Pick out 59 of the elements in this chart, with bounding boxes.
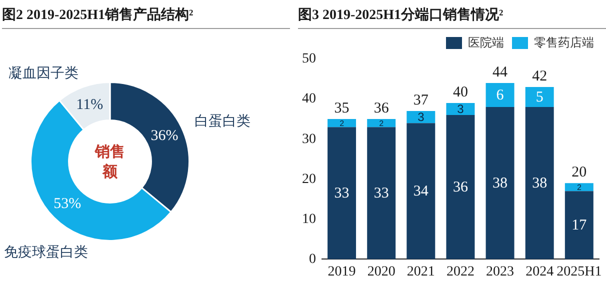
bar (486, 83, 514, 108)
bar (525, 107, 554, 260)
bar (328, 127, 356, 260)
data-label: 38 (492, 176, 508, 192)
y-tick-label: 30 (302, 132, 316, 147)
data-label: 17 (572, 218, 588, 234)
data-label: 11% (76, 96, 104, 113)
x-tick-label: 2023 (486, 264, 514, 280)
bar (367, 119, 396, 128)
total-label: 20 (572, 164, 587, 181)
data-label: 2 (379, 118, 384, 128)
bar (328, 119, 356, 128)
y-tick-label: 10 (302, 212, 316, 227)
bar (406, 123, 436, 260)
total-label: 36 (374, 100, 390, 116)
data-label: 33 (334, 186, 350, 202)
x-tick-label: 2024 (526, 264, 554, 280)
bar (446, 103, 475, 116)
total-label: 40 (452, 84, 468, 100)
bar (564, 183, 594, 192)
bar (446, 115, 475, 260)
data-label: 36% (150, 128, 178, 144)
y-tick-label: 0 (309, 252, 316, 267)
slice-label: 凝血因子类 (8, 65, 78, 82)
x-tick-label: 2021 (406, 264, 435, 280)
total-label: 37 (413, 92, 429, 108)
x-tick-label: 2025H1 (556, 264, 602, 280)
total-label: 35 (334, 100, 350, 116)
data-label: 33 (374, 186, 389, 202)
data-label: 3 (418, 110, 425, 124)
legend-label: 零售药店端 (534, 35, 594, 50)
total-label: 42 (532, 68, 548, 84)
data-label: 2 (576, 182, 582, 192)
data-label: 53% (54, 196, 82, 212)
data-label: 6 (496, 87, 504, 104)
bar (525, 87, 554, 108)
slice-label: 白蛋白类 (194, 113, 250, 130)
total-label: 44 (492, 64, 508, 80)
legend-label: 医院端 (468, 35, 504, 50)
bar (367, 127, 396, 260)
bar (486, 107, 514, 260)
x-tick-label: 2019 (328, 264, 356, 280)
y-tick-label: 50 (302, 52, 316, 67)
data-label: 5 (536, 89, 544, 106)
text: 销售额 (94, 143, 125, 180)
slice-label: 免疫球蛋白类 (4, 244, 88, 260)
y-tick-label: 40 (302, 92, 316, 107)
bar (406, 111, 436, 124)
y-tick-label: 20 (302, 172, 316, 187)
x-tick-label: 2020 (367, 264, 396, 280)
data-label: 36 (452, 180, 468, 196)
bar (564, 191, 594, 260)
x-tick-label: 2022 (446, 264, 474, 280)
data-label: 38 (532, 176, 548, 192)
chart-title: 图3 2019-2025H1分端口销售情况² (298, 4, 606, 29)
data-label: 3 (457, 102, 464, 116)
chart-title: 图2 2019-2025H1销售产品结构² (2, 4, 290, 29)
data-label: 2 (340, 118, 345, 128)
data-label: 34 (413, 184, 429, 200)
